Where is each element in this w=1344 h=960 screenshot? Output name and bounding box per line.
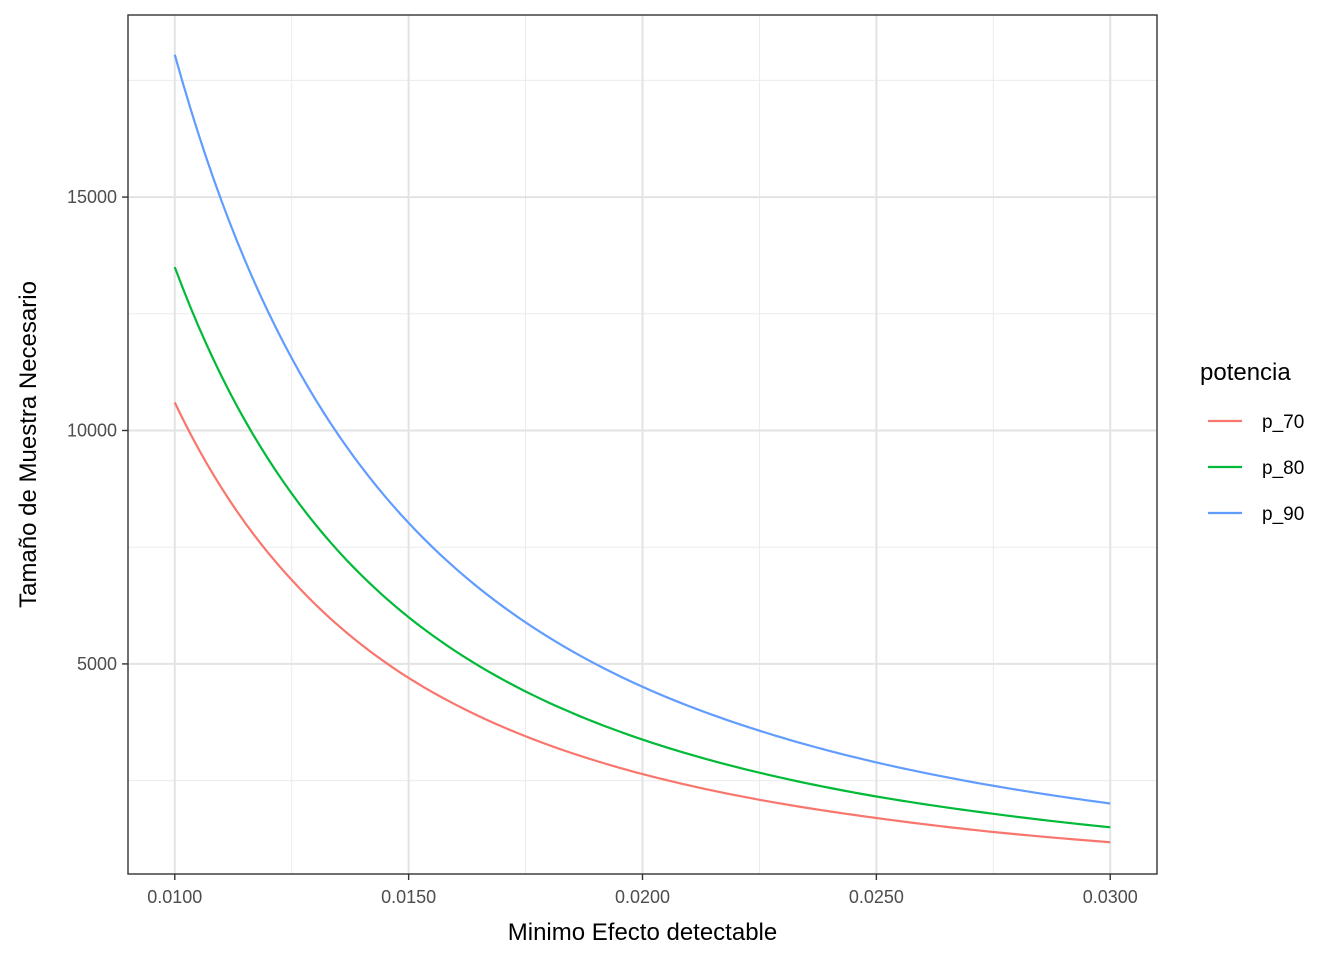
y-tick-label: 15000 <box>67 187 117 207</box>
x-tick-label: 0.0250 <box>849 887 904 907</box>
series-line-p-80 <box>173 266 1111 829</box>
x-tick-label: 0.0100 <box>147 887 202 907</box>
legend-title: potencia <box>1200 359 1291 386</box>
series-line-p-90 <box>173 54 1111 805</box>
x-tick-label: 0.0150 <box>381 887 436 907</box>
legend-label-p-80: p_80 <box>1262 458 1304 479</box>
y-tick-label: 5000 <box>77 654 117 674</box>
x-tick-label: 0.0300 <box>1083 887 1138 907</box>
y-axis-title: Tamaño de Muestra Necesario <box>15 281 42 608</box>
x-axis: 0.0100 0.0150 0.0200 0.0250 0.0300 <box>147 874 1138 907</box>
y-tick-label: 10000 <box>67 420 117 440</box>
legend-label-p-70: p_70 <box>1262 412 1304 433</box>
y-axis: 5000 10000 15000 <box>67 187 128 674</box>
series-line-p-70 <box>173 401 1111 844</box>
legend-label-p-90: p_90 <box>1262 504 1304 525</box>
legend: potencia p_70 p_80 p_90 <box>1200 359 1304 525</box>
x-axis-title: Minimo Efecto detectable <box>508 919 777 946</box>
major-gridlines <box>128 15 1157 874</box>
series-lines <box>173 54 1111 844</box>
x-tick-label: 0.0200 <box>615 887 670 907</box>
